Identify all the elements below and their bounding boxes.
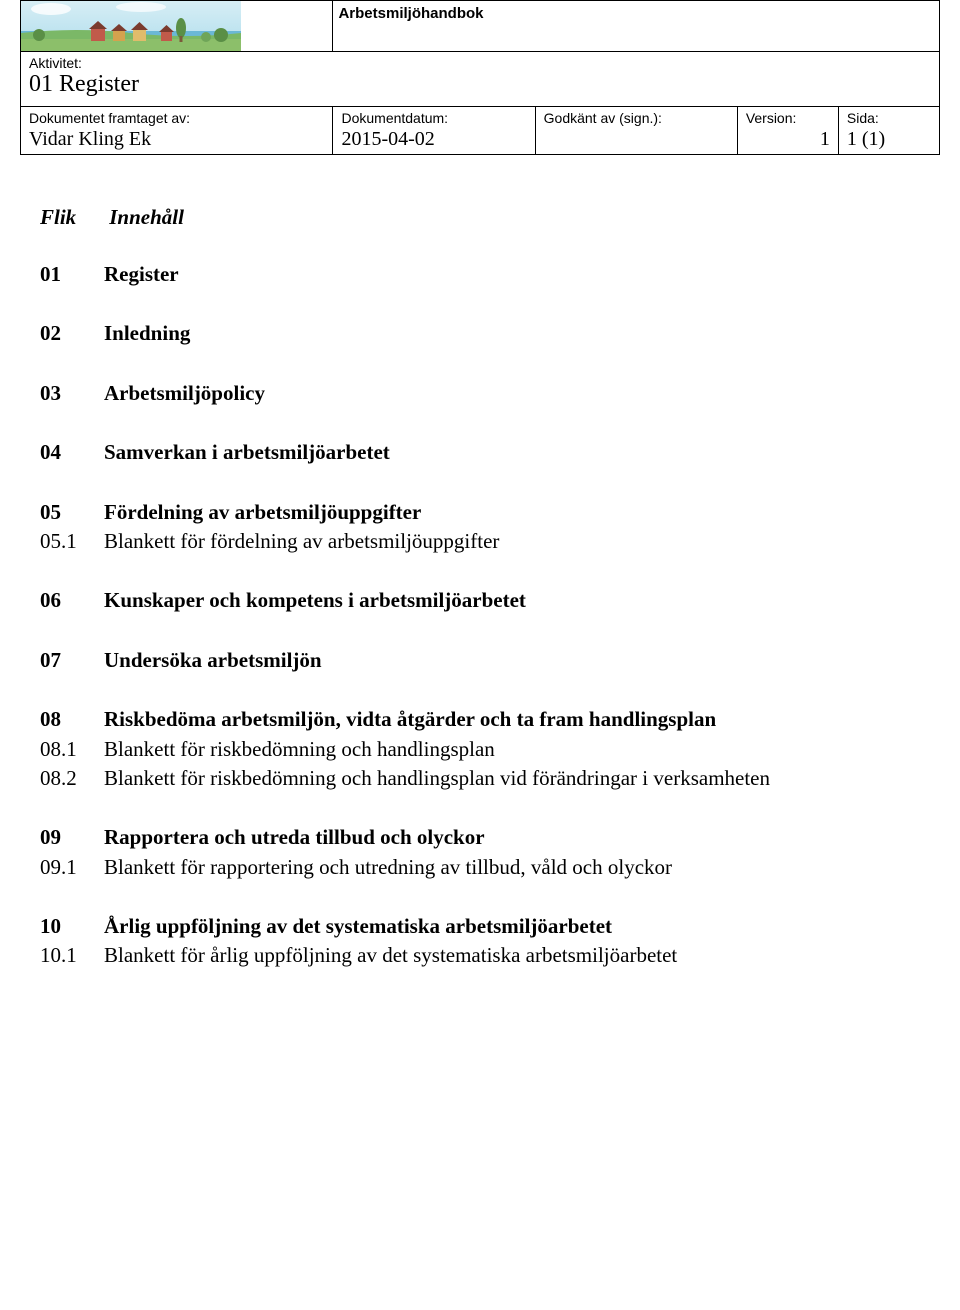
toc-sub-row: 05.1Blankett för fördelning av arbetsmil… [40,527,920,556]
toc-number: 06 [40,586,104,615]
sign-label: Godkänt av (sign.): [544,110,729,126]
toc-entry: 02Inledning [40,319,920,348]
toc-title: Fördelning av arbetsmiljöuppgifter [104,498,920,527]
toc-number: 05 [40,498,104,527]
toc-entry: 07Undersöka arbetsmiljön [40,646,920,675]
toc-sub-number: 10.1 [40,941,104,970]
doc-by-cell: Dokumentet framtaget av: Vidar Kling Ek [21,107,333,155]
toc-sub-row: 09.1Blankett för rapportering och utredn… [40,853,920,882]
toc-list: 01Register 02Inledning 03Arbetsmiljöpolicy… [40,260,920,971]
toc-row: 06Kunskaper och kompetens i arbetsmiljöa… [40,586,920,615]
toc-sub-number: 09.1 [40,853,104,882]
toc-number: 09 [40,823,104,852]
toc-entry: 09Rapportera och utreda tillbud och olyc… [40,823,920,882]
toc-sub-number: 08.2 [40,764,104,793]
toc-entry: 03Arbetsmiljöpolicy [40,379,920,408]
toc-content: Flik Innehåll 01Register 02Inledning 03Arb… [20,155,940,1021]
toc-sub-row: 08.1Blankett för riskbedömning och handl… [40,735,920,764]
sign-cell: Godkänt av (sign.): [535,107,737,155]
toc-title: Samverkan i arbetsmiljöarbetet [104,438,920,467]
version-cell: Version: 1 [737,107,838,155]
toc-row: 07Undersöka arbetsmiljön [40,646,920,675]
toc-number: 08 [40,705,104,734]
toc-title: Register [104,260,920,289]
toc-heading: Flik Innehåll [40,205,920,230]
toc-number: 07 [40,646,104,675]
toc-number: 03 [40,379,104,408]
toc-title: Arbetsmiljöpolicy [104,379,920,408]
toc-number: 02 [40,319,104,348]
toc-sub-text: Blankett för riskbedömning och handlings… [104,735,920,764]
version-value: 1 [746,126,830,151]
document-header-table: Arbetsmiljöhandbok Aktivitet: 01 Registe… [20,0,940,155]
toc-number: 01 [40,260,104,289]
toc-sub-text: Blankett för rapportering och utredning … [104,853,920,882]
toc-title: Kunskaper och kompetens i arbetsmiljöarb… [104,586,920,615]
toc-entry: 01Register [40,260,920,289]
sign-value [544,126,729,128]
toc-title: Inledning [104,319,920,348]
doc-by-label: Dokumentet framtaget av: [29,110,324,126]
toc-number: 10 [40,912,104,941]
logo-cell [21,1,333,52]
doc-by-value: Vidar Kling Ek [29,126,324,151]
page-label: Sida: [847,110,931,126]
activity-value: 01 Register [29,71,931,104]
toc-sub-row: 08.2Blankett för riskbedömning och handl… [40,764,920,793]
toc-sub-number: 05.1 [40,527,104,556]
toc-row: 05Fördelning av arbetsmiljöuppgifter [40,498,920,527]
toc-title: Rapportera och utreda tillbud och olycko… [104,823,920,852]
page-value: 1 (1) [847,126,931,151]
toc-sub-number: 08.1 [40,735,104,764]
main-title: Arbetsmiljöhandbok [333,1,940,52]
date-value: 2015-04-02 [341,126,526,151]
toc-sub-row: 10.1Blankett för årlig uppföljning av de… [40,941,920,970]
toc-row: 09Rapportera och utreda tillbud och olyc… [40,823,920,852]
date-label: Dokumentdatum: [341,110,526,126]
toc-sub-text: Blankett för årlig uppföljning av det sy… [104,941,920,970]
village-logo-icon [21,1,241,51]
toc-row: 10Årlig uppföljning av det systematiska … [40,912,920,941]
activity-label: Aktivitet: [29,55,931,71]
toc-row: 02Inledning [40,319,920,348]
toc-row: 04Samverkan i arbetsmiljöarbetet [40,438,920,467]
toc-heading-innehall: Innehåll [109,205,184,229]
toc-entry: 06Kunskaper och kompetens i arbetsmiljöa… [40,586,920,615]
toc-row: 08Riskbedöma arbetsmiljön, vidta åtgärde… [40,705,920,734]
toc-entry: 08Riskbedöma arbetsmiljön, vidta åtgärde… [40,705,920,793]
toc-entry: 10Årlig uppföljning av det systematiska … [40,912,920,971]
toc-title: Riskbedöma arbetsmiljön, vidta åtgärder … [104,705,920,734]
toc-heading-flik: Flik [40,205,104,230]
version-label: Version: [746,110,830,126]
toc-row: 01Register [40,260,920,289]
toc-title: Undersöka arbetsmiljön [104,646,920,675]
activity-cell: Aktivitet: 01 Register [21,52,940,107]
toc-row: 03Arbetsmiljöpolicy [40,379,920,408]
date-cell: Dokumentdatum: 2015-04-02 [333,107,535,155]
toc-number: 04 [40,438,104,467]
toc-sub-text: Blankett för riskbedömning och handlings… [104,764,920,793]
page-cell: Sida: 1 (1) [838,107,939,155]
toc-entry: 05Fördelning av arbetsmiljöuppgifter05.1… [40,498,920,557]
toc-sub-text: Blankett för fördelning av arbetsmiljöup… [104,527,920,556]
toc-title: Årlig uppföljning av det systematiska ar… [104,912,920,941]
toc-entry: 04Samverkan i arbetsmiljöarbetet [40,438,920,467]
